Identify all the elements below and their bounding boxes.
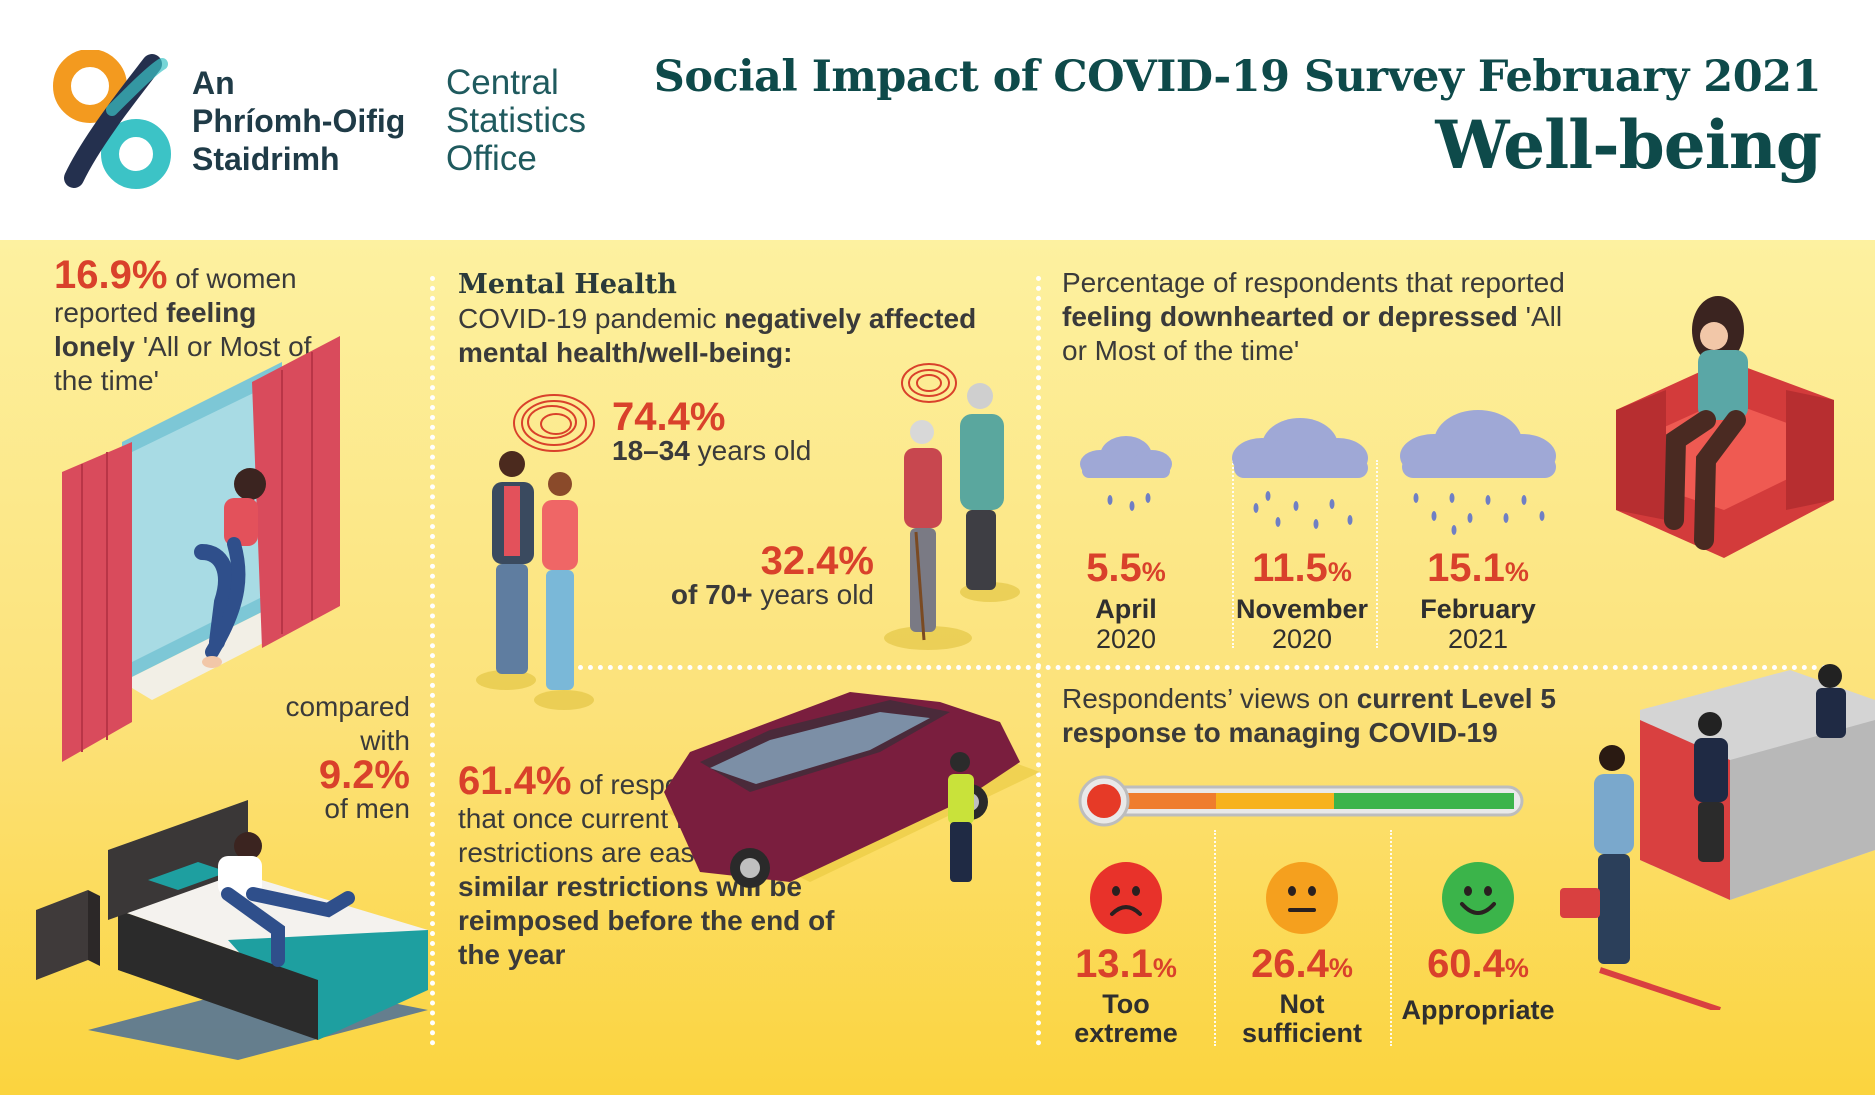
stat-pct: 5.5 [1086,546,1142,590]
stat-unit: % [1504,557,1529,587]
stat-text: 'All or Most of the time' [1062,301,1563,366]
stat-text: of men [324,793,410,824]
older-adults-pct: 32.4% [760,539,874,583]
stat-text: years old [760,579,874,610]
stat-text-bold: of 70+ [670,579,753,610]
stat-text-bold: current Level 5 response to managing COV… [1062,683,1556,748]
stat-label: Appropriate [1401,995,1555,1025]
stat-pct: 26.4 [1251,942,1329,986]
mental-health-heading: Mental Health COVID-19 pandemic negative… [458,268,1018,370]
large-rain-cloud-icon [1400,410,1556,535]
stat-unit: % [1328,953,1353,983]
divider [1214,830,1216,1046]
stat-text-bold: feeling lonely [54,297,257,362]
section-title: Mental Health [458,269,677,300]
stat-month: November [1235,594,1369,624]
stat-text-bold: negatively affected mental health/well-b… [458,303,977,368]
logo-line: Statistics [446,101,587,140]
logo-line: Phríomh-Oifig [192,103,406,139]
stat-unit: % [1152,953,1177,983]
level5-stat: 13.1% Too extreme [1031,942,1221,1048]
men-lonely-pct: 9.2% [318,753,410,797]
young-couple-illustration [476,451,594,710]
divider [430,276,435,1046]
stat-text-bold: feeling downhearted or depressed [1062,301,1518,332]
divider [1390,830,1392,1046]
stat-text: Respondents’ views on [1062,683,1349,714]
logo-line: Office [446,139,537,178]
stress-scribble-icon [513,394,595,452]
divider [1376,460,1378,648]
stat-text: of women reported [54,263,297,328]
level5-heading: Respondents’ views on current Level 5 re… [1062,682,1582,750]
thermometer-gauge-icon [1078,775,1524,827]
downhearted-stat: 15.1% February 2021 [1388,546,1568,654]
car-checkpoint-illustration [664,692,1040,888]
medium-rain-cloud-icon [1232,418,1368,529]
stat-label: sufficient [1241,1018,1362,1048]
man-on-bed-illustration [36,800,428,1060]
stat-label: extreme [1074,1018,1178,1048]
logo-line: Central [446,63,559,102]
stat-text: compared with [285,691,410,756]
downhearted-stat: 5.5% April 2020 [1036,546,1216,654]
shop-counter-illustration [1560,664,1875,1010]
stat-pct: 15.1 [1427,546,1505,590]
divider [1036,276,1041,1046]
older-adults-stat: 32.4% of 70+ years old [664,539,874,612]
stat-label: Too [1102,989,1150,1019]
happy-face-icon [1442,862,1514,934]
men-lonely-stat: compared with 9.2% of men [230,690,410,826]
restrictions-pct: 61.4% [458,759,572,803]
young-adults-stat: 74.4% 18–34 years old [612,395,812,468]
stat-pct: 11.5 [1252,546,1328,590]
stat-month: February [1420,594,1536,624]
sad-face-icon [1090,862,1162,934]
downhearted-stat: 11.5% November 2020 [1212,546,1392,654]
woman-at-window-illustration [62,336,340,762]
stat-month: April [1095,594,1157,624]
women-lonely-pct: 16.9% [54,253,168,297]
cso-logo-icon [53,50,171,189]
level5-stat: 60.4% Appropriate [1383,942,1573,1025]
stat-text: years old [697,435,812,466]
stat-text-bold: 18–34 [612,435,690,466]
stat-pct: 13.1 [1075,942,1153,986]
neutral-face-icon [1266,862,1338,934]
downhearted-heading: Percentage of respondents that reported … [1062,266,1582,368]
small-rain-cloud-icon [1080,436,1172,511]
page-title: Social Impact of COVID-19 Survey Februar… [653,52,1822,102]
stat-year: 2020 [1095,624,1157,654]
woman-on-armchair-illustration [1616,296,1834,558]
page-subtitle: Well-being [1435,106,1822,184]
women-lonely-stat: 16.9% of women reported feeling lonely '… [54,255,334,398]
stat-label: Not [1279,989,1325,1019]
logo-line: Staidrimh [192,141,340,177]
young-adults-pct: 74.4% [612,395,726,439]
divider [1232,460,1234,648]
page-title-block: Social Impact of COVID-19 Survey Februar… [653,52,1822,184]
stat-unit: % [1327,557,1352,587]
stat-year: 2020 [1271,624,1333,654]
header: An Phríomh-Oifig Staidrimh Central Stati… [0,0,1875,240]
logo-english-text: Central Statistics Office [446,64,586,178]
stat-unit: % [1504,953,1529,983]
stat-text: 'All or Most of the time' [54,331,312,396]
stat-unit: % [1141,557,1166,587]
stat-text: Percentage of respondents that reported [1062,267,1565,298]
stat-text: COVID-19 pandemic [458,303,717,334]
level5-stat: 26.4% Not sufficient [1207,942,1397,1048]
elderly-couple-illustration [884,383,1020,650]
divider [578,665,1828,670]
stat-year: 2021 [1447,624,1509,654]
logo-line: An [192,65,235,101]
stat-pct: 60.4 [1427,942,1505,986]
logo-irish-text: An Phríomh-Oifig Staidrimh [192,64,405,178]
stress-scribble-icon [901,363,957,403]
